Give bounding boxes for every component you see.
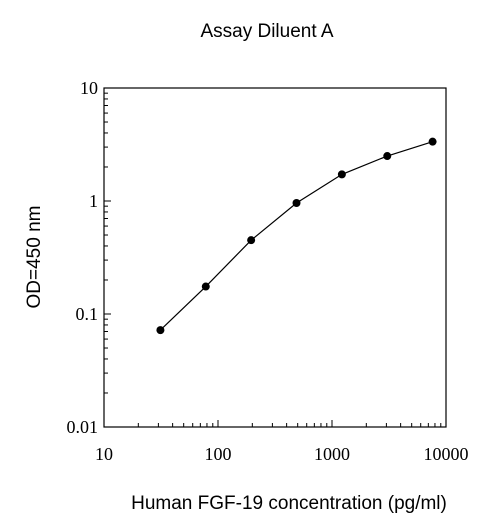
- x-tick-label: 1000: [314, 444, 350, 464]
- data-point: [428, 137, 437, 146]
- y-tick-label: 0.01: [67, 417, 99, 437]
- chart-title: Assay Diluent A: [200, 21, 333, 42]
- data-point: [201, 282, 210, 291]
- y-axis-label: OD=450 nm: [24, 206, 45, 309]
- x-axis-label: Human FGF-19 concentration (pg/ml): [131, 493, 447, 514]
- data-point: [383, 152, 392, 161]
- data-point: [247, 236, 256, 245]
- x-tick-label: 100: [205, 444, 232, 464]
- data-point: [337, 170, 346, 179]
- data-series: [156, 137, 437, 335]
- data-point: [292, 199, 301, 208]
- y-tick-label: 10: [80, 78, 98, 98]
- x-tick-label: 10000: [424, 444, 469, 464]
- series-line: [159, 141, 433, 331]
- plot-area-frame: [103, 87, 447, 428]
- data-point: [156, 326, 165, 335]
- y-tick-label: 1: [89, 191, 98, 211]
- y-tick-label: 0.1: [76, 304, 99, 324]
- axis-ticks: 10 100 1000 10000 0.01 0.1 1 10: [67, 78, 469, 464]
- x-tick-label: 10: [95, 444, 113, 464]
